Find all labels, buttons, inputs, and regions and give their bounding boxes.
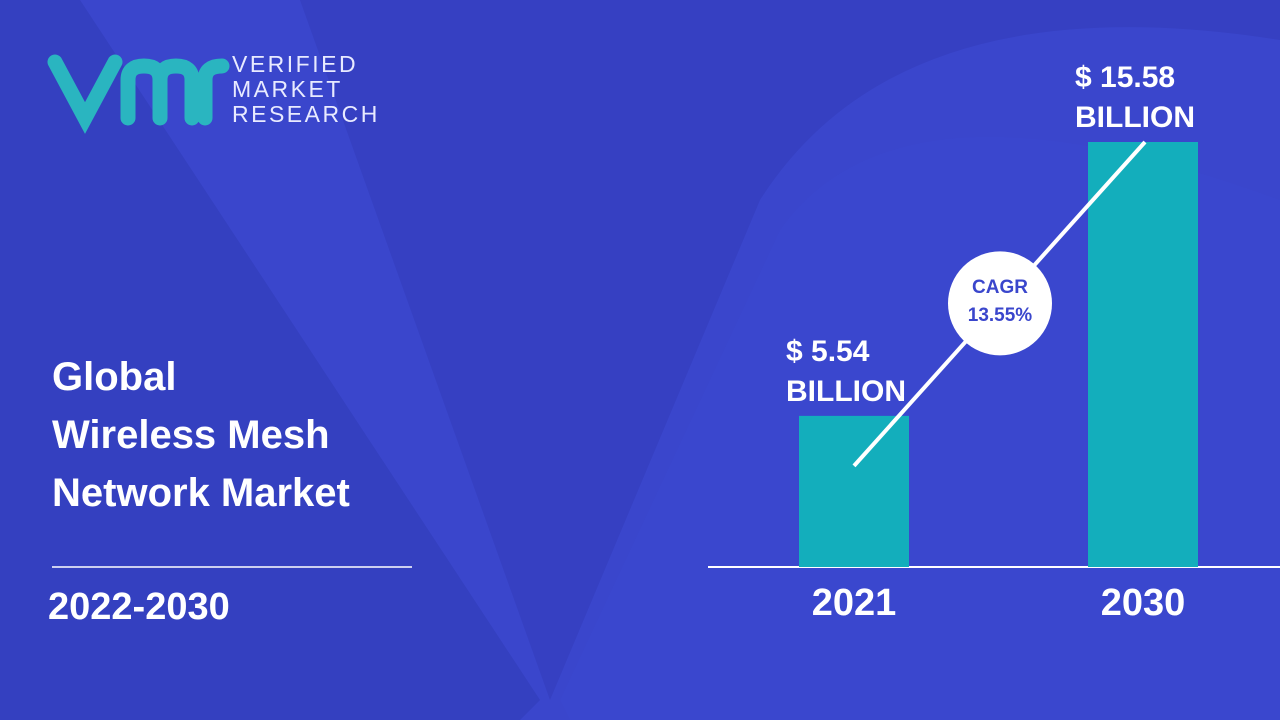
v-shape xyxy=(0,0,1280,700)
title: Global Wireless Mesh Network Market xyxy=(52,348,350,522)
title-line: Global xyxy=(52,355,177,399)
bar xyxy=(799,415,909,567)
x-tick-label: 2021 xyxy=(811,582,897,624)
cagr-badge xyxy=(948,251,1052,356)
title-line: Network Market xyxy=(52,471,350,515)
logo-line: MARKET xyxy=(232,76,343,102)
cagr-value: 13.55% xyxy=(967,305,1033,327)
value-label: $ 15.58 BILLION xyxy=(1075,61,1195,134)
logo-line: RESEARCH xyxy=(232,101,380,127)
logo-mark xyxy=(47,54,230,134)
bar xyxy=(1088,142,1198,567)
period: 2022-2030 xyxy=(48,586,230,628)
title-line: Wireless Mesh xyxy=(52,413,330,457)
logo-line: VERIFIED xyxy=(232,51,359,77)
v-shadow xyxy=(0,0,540,720)
x-tick-label: 2030 xyxy=(1100,582,1186,624)
cagr-title: CAGR xyxy=(972,277,1028,299)
logo-text: VERIFIED MARKET RESEARCH xyxy=(232,52,380,127)
value-label: $ 5.54 BILLION xyxy=(786,334,906,408)
